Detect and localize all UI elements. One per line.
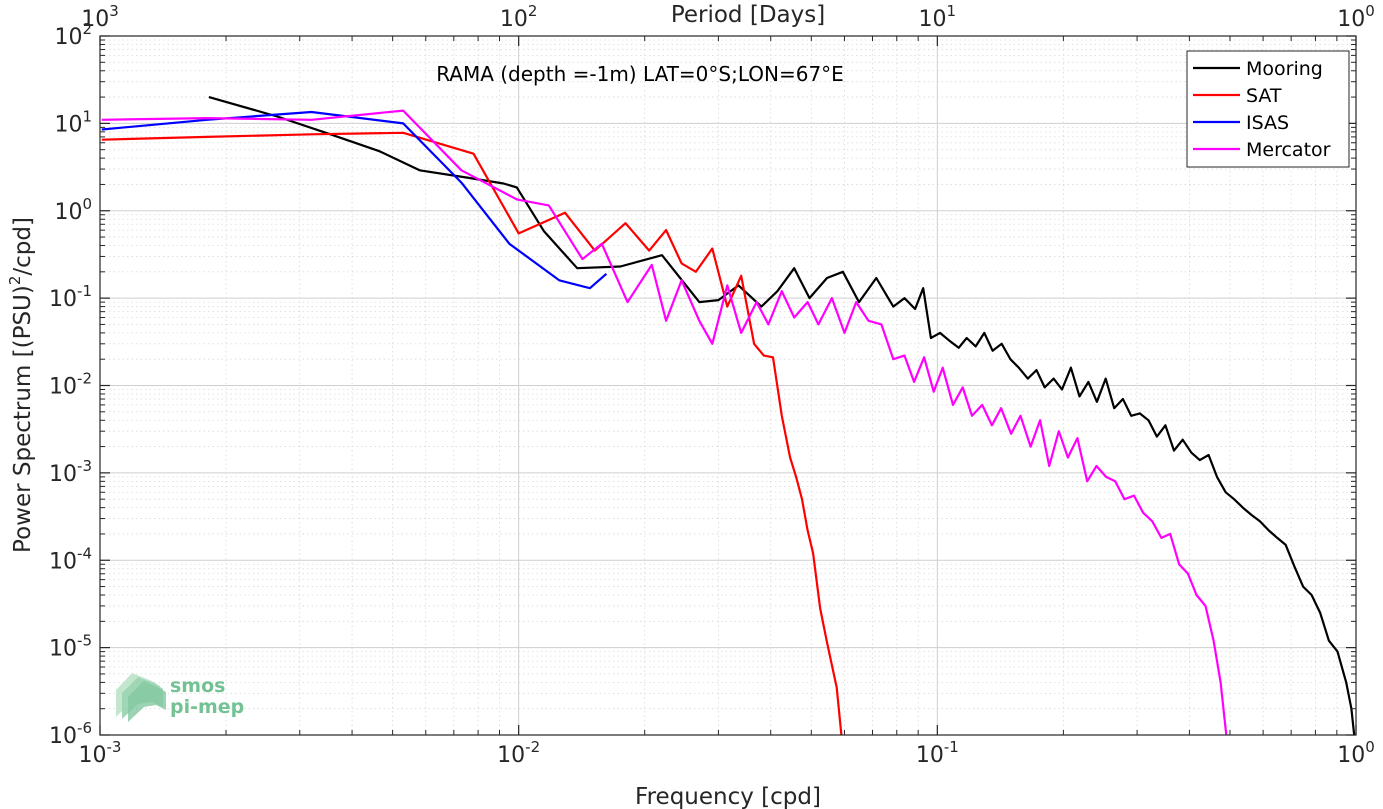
legend-label-mooring: Mooring xyxy=(1246,58,1323,80)
top-tick-exp: 0 xyxy=(1365,2,1375,20)
y-tick-exp: 2 xyxy=(82,20,92,38)
x-tick-base: 10 xyxy=(1337,743,1365,768)
y-tick-label: 10-2 xyxy=(49,370,92,400)
series-layer xyxy=(101,96,1356,736)
legend-label-isas: ISAS xyxy=(1246,112,1289,134)
y-tick-label: 10-5 xyxy=(49,632,92,662)
series-line-sat xyxy=(101,131,843,736)
y-tick-label: 10-6 xyxy=(49,719,92,749)
y-tick-base: 10 xyxy=(49,549,77,574)
tick-marks xyxy=(99,35,1357,736)
logo-line1: smos xyxy=(170,675,225,697)
y-tick-exp: -6 xyxy=(77,719,92,737)
y-tick-label: 10-3 xyxy=(49,457,92,487)
x-tick-label: 10-2 xyxy=(497,738,540,768)
x-tick-exp: 0 xyxy=(1365,738,1375,756)
y-tick-exp: 0 xyxy=(82,195,92,213)
y-tick-base: 10 xyxy=(49,637,77,662)
top-tick-base: 10 xyxy=(500,7,528,32)
y-tick-base: 10 xyxy=(54,112,82,137)
top-tick-exp: 2 xyxy=(528,2,538,20)
top-tick-base: 10 xyxy=(1337,7,1365,32)
top-tick-labels: 103 102 101 100 xyxy=(81,2,1375,32)
top-tick-label: 100 xyxy=(1337,2,1375,32)
series-line-mercator xyxy=(101,109,1228,736)
major-grid xyxy=(99,35,1357,736)
x-tick-exp: -1 xyxy=(944,738,959,756)
x-tick-label: 10-1 xyxy=(916,738,959,768)
y-tick-label: 100 xyxy=(54,195,92,225)
top-tick-label: 103 xyxy=(81,2,119,32)
x-tick-label: 100 xyxy=(1337,738,1375,768)
legend: Mooring SAT ISAS Mercator xyxy=(1186,50,1350,168)
x-tick-base: 10 xyxy=(916,743,944,768)
top-tick-exp: 1 xyxy=(947,2,957,20)
y-tick-label: 10-4 xyxy=(49,544,92,574)
logo-waves-icon xyxy=(116,673,166,722)
x-tick-base: 10 xyxy=(497,743,525,768)
chart-annotation: RAMA (depth =-1m) LAT=0°S;LON=67°E xyxy=(436,62,844,86)
y-tick-exp: -4 xyxy=(77,544,92,562)
logo-line2: pi-mep xyxy=(170,696,244,718)
series-line-isas xyxy=(101,110,608,290)
legend-box xyxy=(1186,50,1350,168)
y-axis-label-post: /cpd] xyxy=(10,217,36,276)
y-tick-label: 102 xyxy=(54,20,92,50)
top-tick-base: 10 xyxy=(919,7,947,32)
top-tick-label: 102 xyxy=(500,2,538,32)
y-tick-label: 10-1 xyxy=(49,282,92,312)
y-tick-exp: -2 xyxy=(77,370,92,388)
x-tick-exp: -3 xyxy=(107,738,122,756)
y-tick-base: 10 xyxy=(49,375,77,400)
smos-pi-mep-logo: smos pi-mep xyxy=(116,673,244,722)
top-tick-base: 10 xyxy=(81,7,109,32)
y-tick-exp: 1 xyxy=(82,107,92,125)
y-tick-base: 10 xyxy=(49,724,77,749)
y-axis-label-pre: Power Spectrum [(PSU) xyxy=(10,285,36,553)
y-tick-base: 10 xyxy=(49,462,77,487)
top-tick-exp: 3 xyxy=(109,2,119,20)
x-tick-labels: 10-3 10-2 10-1 100 xyxy=(79,738,1375,768)
y-tick-exp: -5 xyxy=(77,632,92,650)
x-axis-label: Frequency [cpd] xyxy=(635,784,821,809)
y-axis-label-sup: 2 xyxy=(6,276,24,286)
x-tick-exp: -2 xyxy=(525,738,540,756)
y-tick-base: 10 xyxy=(54,200,82,225)
y-tick-exp: -1 xyxy=(77,282,92,300)
legend-label-mercator: Mercator xyxy=(1246,139,1331,161)
y-tick-base: 10 xyxy=(54,25,82,50)
x-tick-base: 10 xyxy=(79,743,107,768)
y-tick-exp: -3 xyxy=(77,457,92,475)
legend-label-sat: SAT xyxy=(1246,85,1282,107)
top-axis-label: Period [Days] xyxy=(671,2,825,28)
y-tick-base: 10 xyxy=(49,287,77,312)
y-axis-label: Power Spectrum [(PSU)2/cpd] xyxy=(6,217,36,553)
x-tick-label: 10-3 xyxy=(79,738,122,768)
series-line-mooring xyxy=(208,96,1356,736)
top-tick-label: 101 xyxy=(919,2,957,32)
y-tick-label: 101 xyxy=(54,107,92,137)
